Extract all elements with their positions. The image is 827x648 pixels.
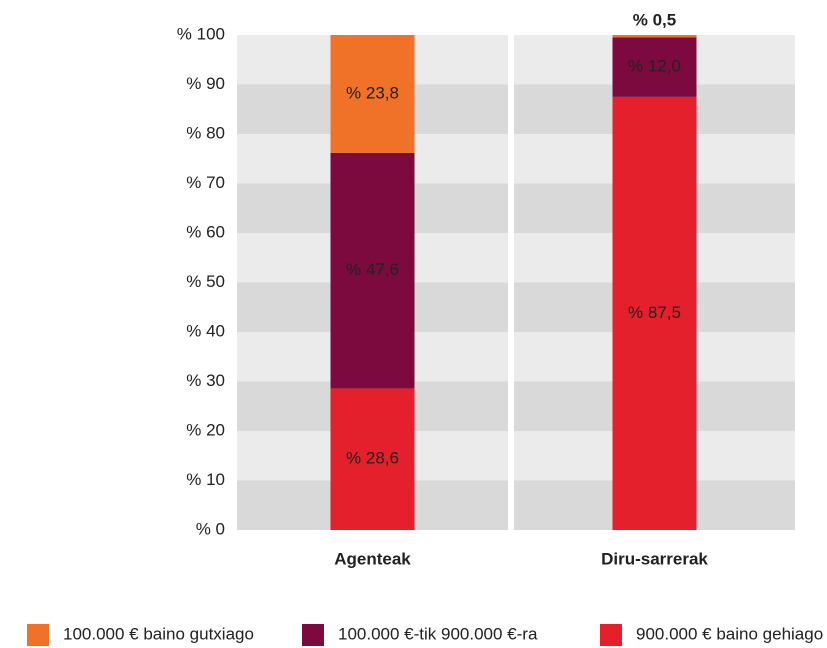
value-label: % 47,6 xyxy=(346,260,399,279)
legend-swatch xyxy=(600,624,622,646)
bar-segment xyxy=(330,388,415,530)
y-tick-label: % 80 xyxy=(186,123,225,142)
bar-segment xyxy=(612,37,697,97)
value-label: % 0,5 xyxy=(633,10,676,29)
value-label: % 87,5 xyxy=(628,303,681,322)
bar-segment xyxy=(330,35,415,153)
value-label: % 23,8 xyxy=(346,83,399,102)
y-tick-label: % 10 xyxy=(186,470,225,489)
y-tick-label: % 40 xyxy=(186,321,225,340)
legend-label: 100.000 € baino gutxiago xyxy=(63,624,254,643)
y-tick-label: % 0 xyxy=(196,519,225,538)
x-tick-label: Agenteak xyxy=(334,549,411,568)
y-tick-label: % 100 xyxy=(177,24,225,43)
legend-label: 900.000 € baino gehiago xyxy=(636,624,823,643)
x-tick-label: Diru-sarrerak xyxy=(601,549,708,568)
y-tick-label: % 30 xyxy=(186,371,225,390)
legend-label: 100.000 €-tik 900.000 €-ra xyxy=(338,624,538,643)
legend-swatch xyxy=(302,624,324,646)
bar-segment xyxy=(612,96,697,530)
value-label: % 12,0 xyxy=(628,57,681,76)
bar-segment xyxy=(612,35,697,38)
bar-segment xyxy=(330,152,415,389)
y-tick-label: % 50 xyxy=(186,272,225,291)
value-label: % 28,6 xyxy=(346,449,399,468)
y-tick-label: % 70 xyxy=(186,173,225,192)
y-tick-label: % 90 xyxy=(186,74,225,93)
y-tick-label: % 20 xyxy=(186,420,225,439)
y-tick-label: % 60 xyxy=(186,222,225,241)
legend-swatch xyxy=(27,624,49,646)
